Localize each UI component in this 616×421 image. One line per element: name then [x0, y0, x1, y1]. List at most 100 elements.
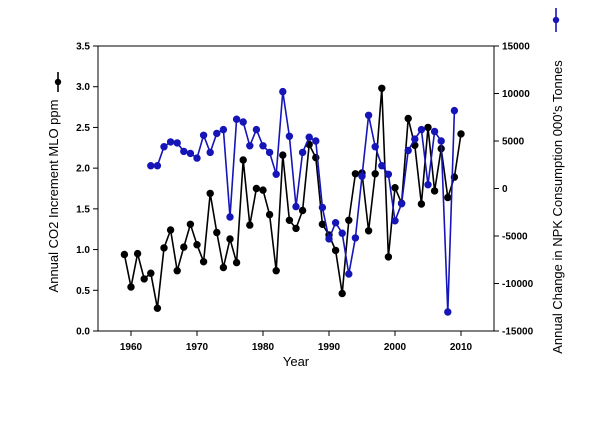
npk-change-series — [147, 87, 459, 316]
npk-data-point — [318, 203, 327, 212]
co2-data-point — [424, 123, 432, 132]
co2-data-point — [351, 170, 360, 178]
left-tick-label: 3.0 — [76, 82, 90, 93]
npk-data-point — [279, 87, 287, 96]
co2-data-point — [371, 170, 379, 178]
x-tick-label: 1990 — [318, 342, 341, 353]
co2-data-point — [391, 184, 399, 192]
co2-data-point — [153, 304, 162, 312]
co2-data-point — [417, 200, 426, 208]
co2-data-point — [378, 84, 386, 93]
x-tick-label: 1970 — [186, 342, 209, 353]
co2-data-point — [206, 189, 214, 198]
co2-data-point — [430, 187, 439, 195]
x-tick-label: 1960 — [120, 342, 143, 353]
npk-data-point — [298, 148, 307, 157]
co2-data-point — [292, 224, 300, 233]
co2-data-point — [166, 226, 175, 234]
co2-data-point — [331, 246, 340, 255]
npk-data-point — [450, 106, 459, 115]
co2-data-point — [180, 243, 188, 251]
right-tick-label: -5000 — [502, 232, 528, 243]
npk-data-point — [345, 270, 353, 278]
npk-data-point — [325, 235, 333, 243]
npk-data-point — [186, 149, 195, 158]
npk-data-point — [292, 202, 300, 211]
npk-change-line — [150, 91, 456, 313]
npk-data-point — [272, 170, 280, 179]
npk-data-point — [259, 142, 267, 150]
npk-data-point — [285, 132, 294, 141]
right-tick-label: 0 — [502, 184, 508, 195]
co2-data-point — [444, 193, 452, 202]
npk-data-point — [358, 172, 366, 180]
npk-data-point — [226, 213, 234, 221]
co2-data-point — [272, 267, 280, 275]
npk-data-point — [199, 131, 208, 140]
left-tick-label: 2.5 — [76, 123, 90, 134]
y2-axis-title: Annual Change in NPK Consumption 000's T… — [550, 60, 565, 354]
npk-data-point — [384, 170, 393, 179]
npk-data-point — [404, 146, 412, 155]
co2-data-point — [199, 258, 208, 266]
co2-data-point — [285, 216, 294, 225]
co2-data-point — [133, 249, 142, 258]
npk-data-point — [193, 154, 201, 162]
right-axis-ticks: -15000 -10000 -5000 0 5000 10000 15000 — [494, 42, 534, 338]
co2-data-point — [246, 221, 254, 229]
left-axis-legend-marker — [54, 72, 62, 92]
co2-data-point — [239, 156, 247, 164]
co2-data-point — [232, 258, 241, 267]
co2-data-point — [318, 220, 327, 229]
left-tick-label: 2.0 — [76, 164, 90, 175]
npk-data-point — [331, 219, 340, 227]
co2-data-point — [259, 186, 267, 194]
co2-data-point — [298, 206, 307, 215]
legend-marker-npk — [552, 16, 560, 24]
co2-data-point — [345, 216, 353, 225]
x-tick-label: 1980 — [252, 342, 275, 353]
x-tick-label: 2010 — [450, 342, 473, 353]
left-tick-label: 1.0 — [76, 245, 90, 256]
co2-data-point — [147, 269, 155, 277]
co2-data-point — [219, 263, 228, 272]
right-tick-label: 5000 — [502, 137, 525, 148]
npk-data-point — [391, 217, 399, 225]
co2-data-point — [193, 241, 201, 249]
npk-data-point — [166, 138, 175, 146]
npk-data-point — [160, 143, 168, 151]
co2-data-point — [338, 289, 346, 298]
co2-data-point — [384, 253, 393, 261]
npk-data-point — [364, 111, 373, 120]
npk-data-point — [213, 129, 221, 138]
co2-data-point — [265, 210, 274, 219]
npk-data-point — [232, 115, 241, 123]
npk-data-point — [444, 308, 452, 316]
co2-data-point — [279, 151, 287, 159]
left-tick-label: 0.5 — [76, 286, 90, 297]
npk-data-point — [246, 142, 254, 150]
co2-data-point — [213, 228, 221, 237]
co2-data-point — [127, 283, 135, 291]
co2-increment-series — [120, 84, 465, 312]
right-tick-label: -15000 — [502, 327, 534, 338]
npk-data-point — [371, 143, 379, 151]
npk-data-point — [338, 229, 346, 237]
co2-data-point — [457, 130, 465, 138]
npk-data-point — [252, 125, 261, 134]
x-axis-title: Year — [283, 354, 310, 369]
npk-data-point — [219, 125, 228, 134]
co2-data-point — [226, 235, 234, 243]
npk-data-point — [305, 133, 313, 141]
npk-data-point — [180, 147, 188, 156]
npk-data-point — [206, 148, 214, 157]
npk-data-point — [312, 137, 320, 145]
npk-data-point — [239, 118, 247, 126]
npk-data-point — [437, 137, 445, 145]
co2-data-point — [364, 227, 373, 235]
npk-data-point — [424, 181, 432, 189]
right-tick-label: 15000 — [502, 42, 530, 53]
npk-data-point — [265, 148, 274, 157]
x-axis-ticks: 1960 1970 1980 1990 2000 2010 — [120, 331, 473, 353]
